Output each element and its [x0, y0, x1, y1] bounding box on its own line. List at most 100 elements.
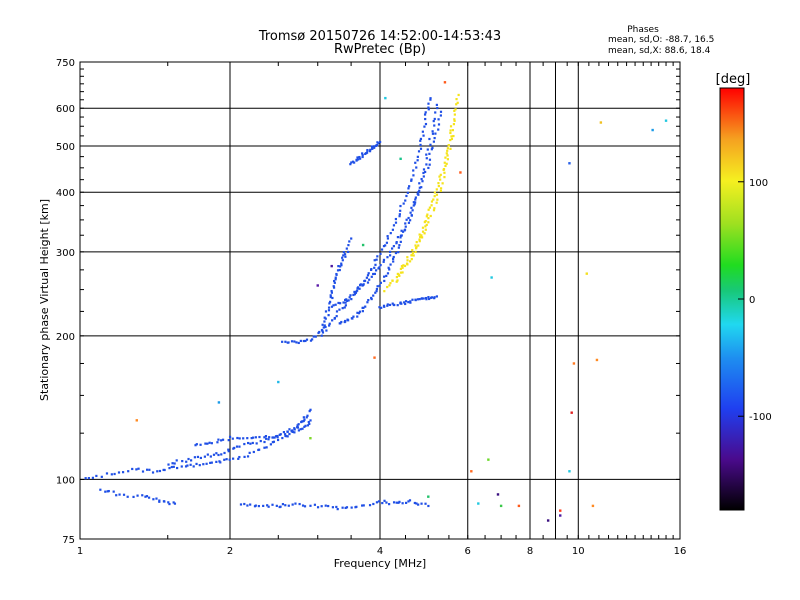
data-point-o [367, 272, 370, 275]
data-point-o [428, 297, 431, 301]
data-point-scattered [595, 358, 599, 362]
data-point-o [358, 310, 362, 313]
data-point-o [404, 300, 408, 303]
data-point-o [135, 468, 138, 471]
data-point-o [231, 437, 234, 440]
data-point-o [418, 298, 421, 301]
data-point-o [432, 119, 435, 123]
colorbar-tick-label: 0 [749, 295, 755, 306]
data-point-o [368, 150, 372, 153]
data-point-o [400, 229, 403, 232]
data-point-o [371, 147, 374, 150]
data-point-o [305, 338, 309, 341]
data-point-o [388, 268, 391, 271]
data-point-o [392, 245, 395, 248]
data-point-o [388, 503, 391, 506]
data-point-o [227, 439, 230, 442]
data-point-o [409, 301, 412, 304]
data-point-o [126, 495, 129, 498]
data-point-o [198, 464, 201, 467]
data-point-o [412, 204, 415, 207]
data-point-o [342, 301, 345, 304]
data-point-o [437, 118, 440, 121]
data-point-o [309, 419, 312, 422]
data-point-o [313, 503, 317, 506]
data-point-x [402, 264, 405, 267]
data-point-o [276, 436, 279, 439]
data-point-o [369, 148, 372, 151]
data-point-o [375, 287, 379, 291]
x-tick-label: 8 [527, 546, 533, 557]
data-point-o [344, 255, 347, 258]
data-point-o [163, 468, 166, 472]
data-point-x [400, 265, 404, 268]
data-point-o [412, 201, 415, 204]
data-point-o [361, 155, 364, 159]
data-point-x [451, 129, 455, 132]
data-point-o [309, 504, 312, 507]
data-point-x [410, 254, 414, 257]
data-point-o [323, 324, 326, 327]
data-point-o [343, 253, 347, 256]
data-point-x [445, 152, 448, 155]
data-point-o [404, 302, 407, 306]
data-point-o [255, 442, 258, 445]
data-point-o [409, 211, 412, 214]
data-point-o [417, 193, 420, 196]
data-point-o [340, 264, 343, 267]
data-point-x [403, 264, 407, 268]
data-point-o [303, 425, 306, 428]
data-point-x [446, 154, 449, 157]
data-point-o [391, 257, 395, 260]
data-point-x [424, 228, 427, 231]
data-point-o [383, 275, 386, 278]
data-point-o [208, 441, 211, 444]
data-point-o [401, 502, 404, 505]
data-point-o [233, 446, 236, 450]
data-point-o [332, 304, 335, 307]
data-point-o [341, 307, 344, 310]
data-point-o [416, 159, 419, 162]
data-point-o [379, 252, 382, 255]
data-point-x [395, 280, 398, 283]
data-point-o [424, 296, 428, 300]
data-point-o [176, 466, 179, 470]
data-point-o [158, 500, 161, 503]
data-point-x [430, 200, 434, 203]
data-point-o [184, 465, 188, 468]
data-point-o [321, 331, 325, 334]
data-point-o [333, 281, 336, 284]
data-point-o [332, 286, 336, 289]
data-point-o [272, 440, 276, 443]
data-point-o [220, 439, 223, 442]
data-point-x [455, 103, 458, 106]
data-point-o [359, 283, 362, 286]
data-point-o [146, 468, 149, 471]
y-tick-label: 400 [56, 188, 75, 199]
data-point-o [431, 130, 434, 133]
data-point-o [173, 502, 177, 505]
data-point-o [386, 235, 389, 238]
data-point-o [422, 175, 425, 178]
data-point-x [406, 259, 409, 262]
x-tick-label: 16 [674, 546, 687, 557]
data-point-o [246, 437, 249, 440]
data-point-o [281, 436, 284, 440]
data-point-o [223, 451, 226, 455]
data-point-o [392, 255, 395, 259]
data-point-o [391, 228, 394, 231]
data-point-o [361, 310, 364, 313]
data-point-o [385, 274, 388, 278]
data-point-o [366, 281, 370, 284]
data-point-o [185, 460, 188, 463]
data-point-o [258, 448, 261, 451]
data-point-o [414, 298, 417, 301]
data-point-o [199, 443, 202, 446]
data-point-x [457, 93, 460, 97]
data-point-o [356, 311, 359, 314]
data-point-x [456, 101, 459, 104]
data-point-o [284, 504, 287, 507]
data-point-o [358, 287, 361, 290]
data-point-o [361, 152, 364, 155]
data-point-o [320, 505, 323, 508]
